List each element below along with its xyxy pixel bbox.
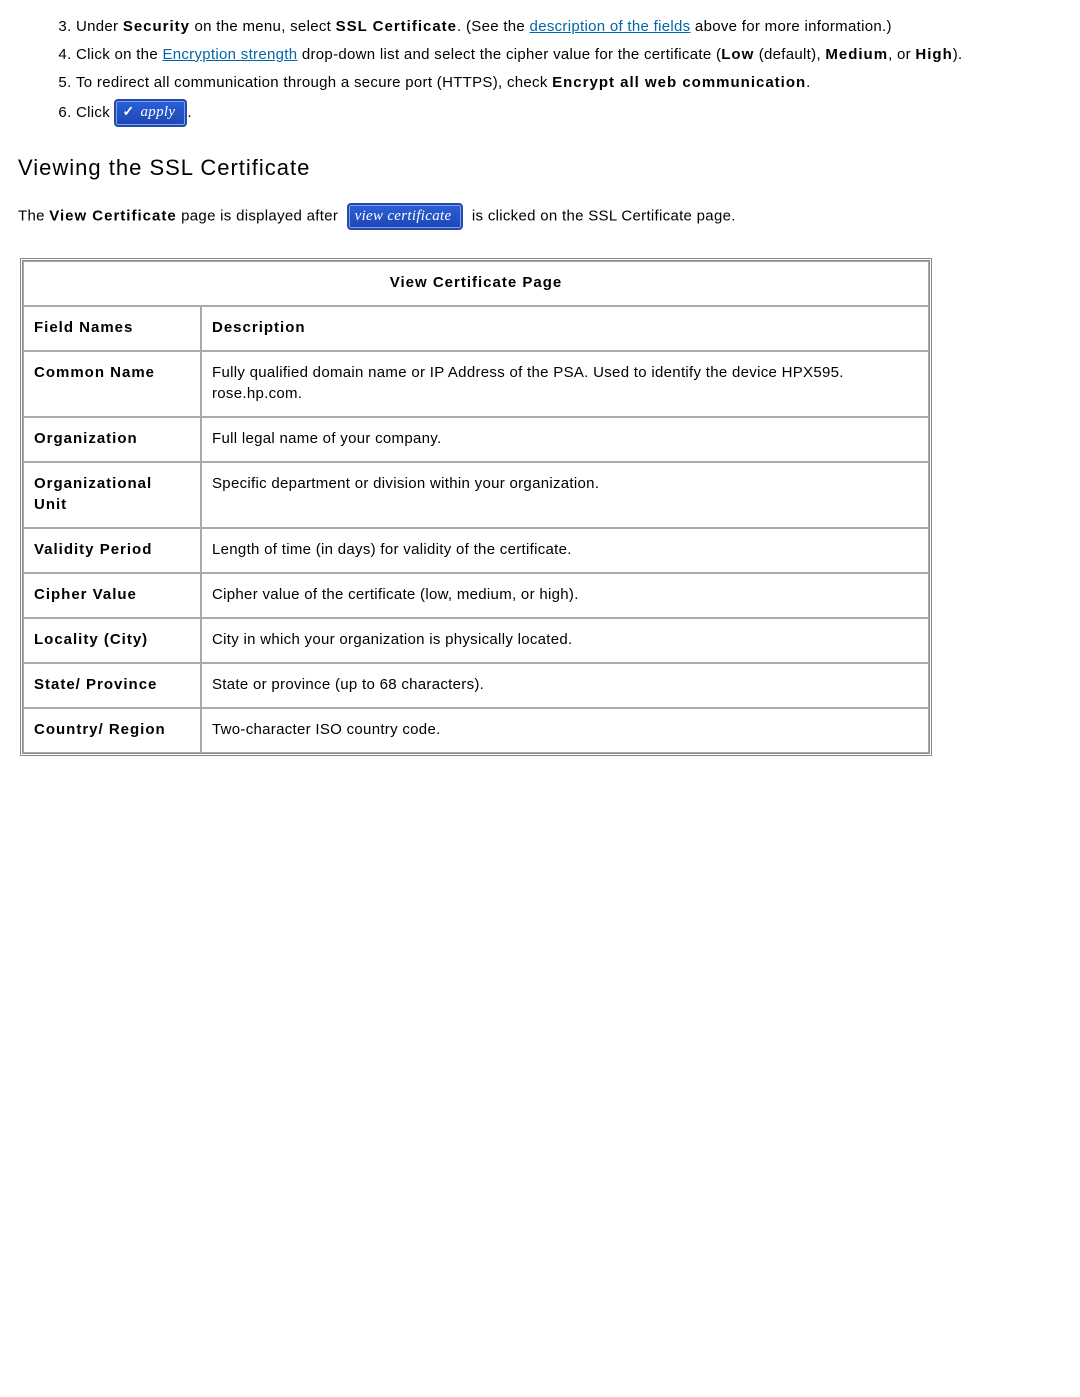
- text: is clicked on the SSL Certificate page.: [467, 208, 735, 225]
- field-name: Locality (City): [23, 618, 201, 663]
- col-description: Description: [201, 306, 929, 351]
- button-label: apply: [141, 104, 176, 120]
- text: page is displayed after: [177, 208, 343, 225]
- link-description-of-fields[interactable]: description of the fields: [530, 18, 691, 35]
- button-label: view certificate: [355, 208, 452, 224]
- text: .: [806, 74, 810, 91]
- text: on the menu, select: [190, 18, 336, 35]
- list-item: Click ✓ apply.: [76, 99, 1062, 127]
- link-encryption-strength[interactable]: Encryption strength: [162, 46, 297, 63]
- table-row: Organizational Unit Specific department …: [23, 462, 929, 528]
- field-name: Organizational Unit: [23, 462, 201, 528]
- text: To redirect all communication through a …: [76, 74, 552, 91]
- check-icon: ✓: [122, 105, 134, 120]
- term-high: High: [915, 46, 952, 63]
- field-desc: City in which your organization is physi…: [201, 618, 929, 663]
- table-row: Organization Full legal name of your com…: [23, 417, 929, 462]
- field-name: Cipher Value: [23, 573, 201, 618]
- field-name: State/ Province: [23, 663, 201, 708]
- text: .: [187, 104, 191, 121]
- text: above for more information.): [690, 18, 891, 35]
- field-desc: Two-character ISO country code.: [201, 708, 929, 753]
- table-header-row: Field Names Description: [23, 306, 929, 351]
- term-encrypt-all: Encrypt all web communication: [552, 74, 806, 91]
- view-certificate-button[interactable]: view certificate: [347, 203, 464, 230]
- table-caption: View Certificate Page: [23, 261, 929, 306]
- list-item: Under Security on the menu, select SSL C…: [76, 16, 1062, 38]
- col-field-names: Field Names: [23, 306, 201, 351]
- table-row: State/ Province State or province (up to…: [23, 663, 929, 708]
- text: . (See the: [457, 18, 530, 35]
- text: The: [18, 208, 49, 225]
- field-name: Common Name: [23, 351, 201, 417]
- text: ).: [953, 46, 963, 63]
- term-medium: Medium: [825, 46, 888, 63]
- section-heading: Viewing the SSL Certificate: [18, 155, 1062, 181]
- table-row: Locality (City) City in which your organ…: [23, 618, 929, 663]
- instruction-list: Under Security on the menu, select SSL C…: [18, 16, 1062, 127]
- term-security: Security: [123, 18, 190, 35]
- list-item: To redirect all communication through a …: [76, 72, 1062, 94]
- table-row: Country/ Region Two-character ISO countr…: [23, 708, 929, 753]
- field-name: Validity Period: [23, 528, 201, 573]
- field-desc: Specific department or division within y…: [201, 462, 929, 528]
- text: (default),: [754, 46, 825, 63]
- text: , or: [888, 46, 915, 63]
- table-row: Common Name Fully qualified domain name …: [23, 351, 929, 417]
- list-item: Click on the Encryption strength drop-do…: [76, 44, 1062, 66]
- field-name: Organization: [23, 417, 201, 462]
- intro-paragraph: The View Certificate page is displayed a…: [18, 203, 1062, 230]
- text: drop-down list and select the cipher val…: [297, 46, 721, 63]
- field-desc: Cipher value of the certificate (low, me…: [201, 573, 929, 618]
- field-desc: Full legal name of your company.: [201, 417, 929, 462]
- term-low: Low: [721, 46, 754, 63]
- view-certificate-table: View Certificate Page Field Names Descri…: [20, 258, 932, 756]
- table-row: Cipher Value Cipher value of the certifi…: [23, 573, 929, 618]
- text: Under: [76, 18, 123, 35]
- field-desc: Length of time (in days) for validity of…: [201, 528, 929, 573]
- term-view-certificate: View Certificate: [49, 208, 176, 225]
- field-desc: Fully qualified domain name or IP Addres…: [201, 351, 929, 417]
- field-name: Country/ Region: [23, 708, 201, 753]
- apply-button[interactable]: ✓ apply: [114, 99, 187, 127]
- field-desc: State or province (up to 68 characters).: [201, 663, 929, 708]
- text: Click on the: [76, 46, 162, 63]
- term-ssl-certificate: SSL Certificate: [336, 18, 457, 35]
- table-row: Validity Period Length of time (in days)…: [23, 528, 929, 573]
- table-caption-row: View Certificate Page: [23, 261, 929, 306]
- text: Click: [76, 104, 114, 121]
